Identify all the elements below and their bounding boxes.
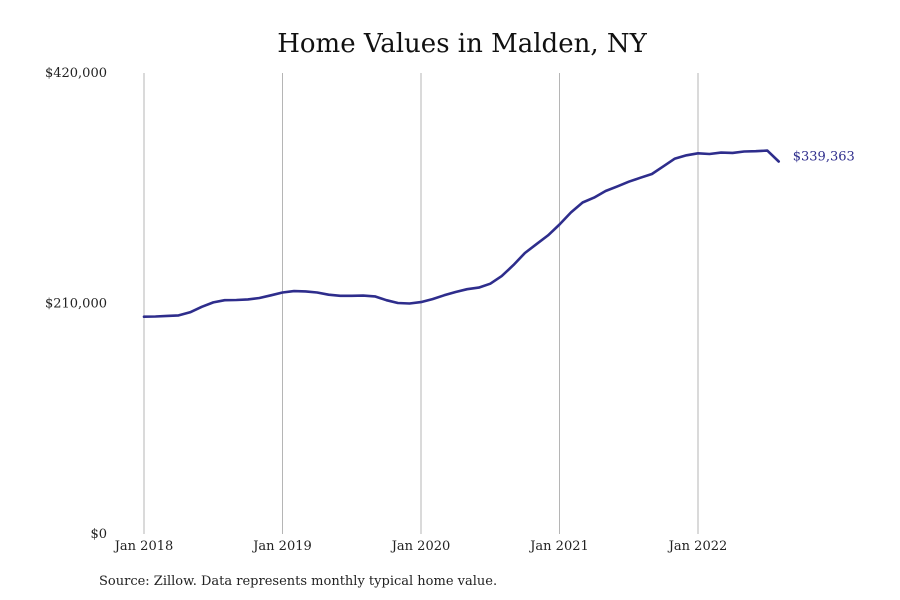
y-tick-label: $420,000 [45, 66, 107, 81]
y-tick-label: $0 [90, 527, 107, 542]
x-tick-label: Jan 2018 [113, 539, 174, 554]
x-axis-ticks: Jan 2018 Jan 2019 Jan 2020 Jan 2021 Jan 2022 [113, 539, 728, 554]
chart-title: Home Values in Malden, NY [277, 29, 647, 59]
x-tick-label: Jan 2021 [528, 539, 589, 554]
series-line [142, 149, 781, 319]
source-note: Source: Zillow. Data represents monthly … [99, 574, 497, 589]
x-tick-label: Jan 2020 [390, 539, 451, 554]
gridlines [143, 73, 699, 534]
y-axis-ticks: $0 $210,000 $420,000 [45, 66, 107, 542]
series-layer: $339,363 [142, 149, 855, 319]
series-end-value-label: $339,363 [793, 150, 855, 165]
x-tick-label: Jan 2019 [251, 539, 312, 554]
y-tick-label: $210,000 [45, 297, 107, 312]
x-tick-label: Jan 2022 [667, 539, 728, 554]
